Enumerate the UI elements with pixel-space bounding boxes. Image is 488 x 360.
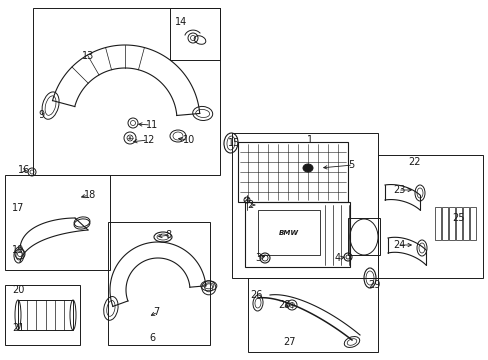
Text: 25: 25 [451, 213, 464, 223]
Text: 1: 1 [306, 135, 312, 145]
Text: 27: 27 [283, 337, 295, 347]
Text: 15: 15 [227, 138, 240, 148]
Bar [33, 8, 220, 175]
Bar [258, 210, 319, 255]
Bar [238, 142, 347, 202]
Text: 9: 9 [38, 110, 44, 120]
Bar [448, 207, 454, 240]
Bar [455, 207, 461, 240]
Text: 4: 4 [334, 253, 341, 263]
Bar [469, 207, 475, 240]
Text: 11: 11 [146, 120, 158, 130]
Bar [5, 175, 110, 270]
Bar [244, 202, 349, 267]
Bar [108, 222, 209, 345]
Text: 12: 12 [142, 135, 155, 145]
Text: 20: 20 [12, 285, 24, 295]
Bar [462, 207, 468, 240]
Text: 17: 17 [12, 203, 24, 213]
Bar [231, 133, 377, 278]
Bar [441, 207, 447, 240]
Text: 3: 3 [254, 253, 261, 263]
Text: 21: 21 [12, 323, 24, 333]
Text: 22: 22 [407, 157, 420, 167]
Text: 26: 26 [249, 290, 262, 300]
Text: 28: 28 [278, 300, 290, 310]
Bar [18, 300, 73, 330]
Text: 29: 29 [367, 280, 380, 290]
Text: 7: 7 [153, 307, 159, 317]
Text: 19: 19 [12, 245, 24, 255]
Bar [170, 8, 220, 60]
Text: 23: 23 [392, 185, 405, 195]
Text: 6: 6 [149, 333, 155, 343]
Bar [377, 155, 482, 278]
Text: 16: 16 [18, 165, 30, 175]
Bar [434, 207, 440, 240]
Text: BMW: BMW [278, 230, 299, 236]
Text: 24: 24 [392, 240, 405, 250]
Text: 14: 14 [175, 17, 187, 27]
Text: 18: 18 [84, 190, 96, 200]
Text: 2: 2 [246, 200, 253, 210]
Text: 10: 10 [183, 135, 195, 145]
Text: 13: 13 [82, 51, 94, 61]
Text: 5: 5 [347, 160, 353, 170]
Bar [247, 278, 377, 352]
Bar [347, 218, 379, 255]
Bar [5, 285, 80, 345]
Ellipse shape [303, 164, 312, 172]
Text: 8: 8 [164, 230, 171, 240]
